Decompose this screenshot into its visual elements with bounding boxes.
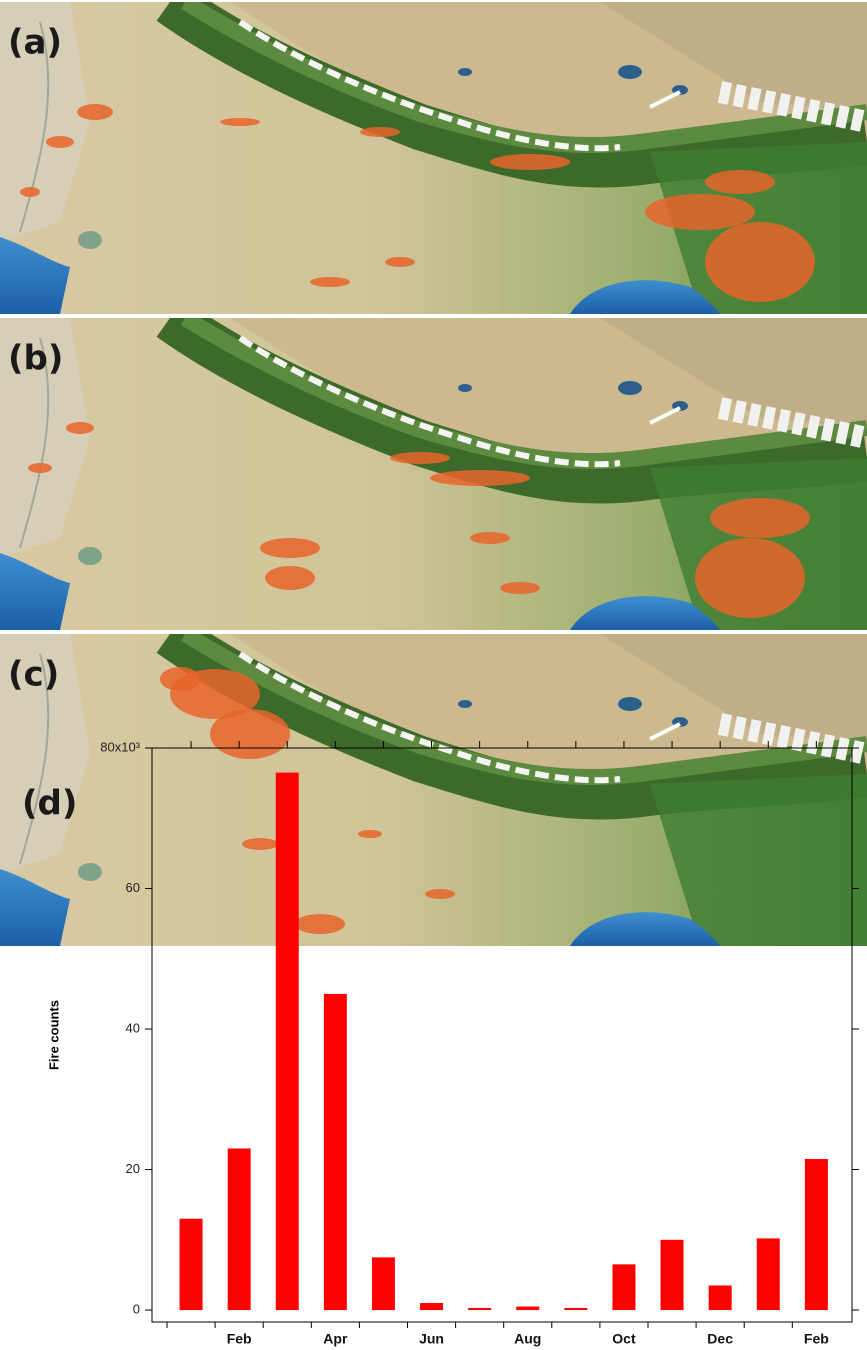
bar: [612, 1264, 635, 1310]
map-panel: (a): [0, 2, 867, 314]
fire-patch: [210, 709, 290, 759]
panel-label: (b): [8, 339, 63, 379]
fire-patch: [470, 532, 510, 544]
fire-patch: [490, 154, 570, 170]
bar: [180, 1219, 203, 1310]
bar: [228, 1148, 251, 1310]
x-tick-label: Feb: [804, 1331, 829, 1347]
y-tick-label: 80x10³: [100, 739, 140, 754]
fire-patch: [358, 830, 382, 838]
fire-patch: [295, 914, 345, 934]
fire-patch: [645, 194, 755, 230]
bar: [324, 994, 347, 1310]
fire-patch: [265, 566, 315, 590]
fire-patch: [500, 582, 540, 594]
y-tick-label: 60: [126, 880, 140, 895]
panel-label: (c): [8, 655, 59, 695]
bar: [372, 1257, 395, 1310]
fire-patch: [705, 170, 775, 194]
fire-patch: [705, 222, 815, 302]
fire-patch: [20, 187, 40, 197]
fire-patch: [66, 422, 94, 434]
y-tick-label: 20: [126, 1161, 140, 1176]
y-axis-label: Fire counts: [46, 1000, 61, 1070]
fire-patch: [310, 277, 350, 287]
bar: [709, 1285, 732, 1310]
fire-patch: [390, 452, 450, 464]
fire-patch: [710, 498, 810, 538]
fire-patch: [242, 838, 278, 850]
x-tick-label: Apr: [323, 1331, 348, 1347]
panel-label: (d): [22, 784, 77, 824]
bar: [757, 1238, 780, 1310]
x-tick-label: Jun: [419, 1331, 444, 1347]
fire-patch: [77, 104, 113, 120]
map-panel: (b): [0, 318, 867, 630]
y-tick-label: 40: [126, 1020, 140, 1035]
y-tick-label: 0: [133, 1301, 140, 1316]
bar: [468, 1308, 491, 1310]
map-background: [0, 634, 867, 946]
fire-patch: [260, 538, 320, 558]
bar: [805, 1159, 828, 1310]
bar: [516, 1307, 539, 1311]
fire-patch: [695, 538, 805, 618]
bar: [420, 1303, 443, 1310]
bar: [564, 1308, 587, 1310]
fire-patch: [360, 127, 400, 137]
fire-patch: [220, 118, 260, 126]
x-tick-label: Feb: [227, 1331, 252, 1347]
bar: [276, 773, 299, 1310]
fire-patch: [28, 463, 52, 473]
x-tick-label: Aug: [514, 1331, 541, 1347]
fire-patch: [425, 889, 455, 899]
fire-patch: [430, 470, 530, 486]
x-tick-label: Dec: [707, 1331, 733, 1347]
panel-label: (a): [8, 23, 62, 63]
figure: (a) (b) (c) (d) Fire counts 0 20 40 60 80x10³ Feb A…: [0, 0, 867, 1350]
fire-patch: [385, 257, 415, 267]
map-panel: (c): [0, 634, 867, 946]
fire-patch: [160, 667, 200, 691]
fire-patch: [46, 136, 74, 148]
bar: [661, 1240, 684, 1310]
x-tick-label: Oct: [612, 1331, 636, 1347]
